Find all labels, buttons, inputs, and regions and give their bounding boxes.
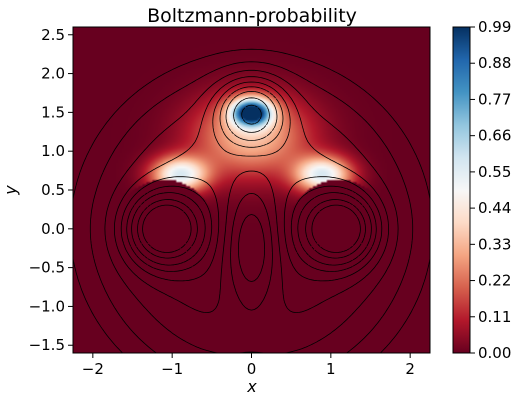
x-tick-label: −2 bbox=[82, 360, 104, 378]
y-tick-label: 2.0 bbox=[41, 65, 65, 83]
x-axis: −2 −1 0 1 2 bbox=[82, 353, 415, 378]
y-tick-label: 2.5 bbox=[41, 26, 65, 44]
y-tick-label: 0.5 bbox=[41, 181, 65, 199]
x-tick-label: 1 bbox=[326, 360, 336, 378]
colorbar-tick-label: 0.66 bbox=[478, 127, 511, 145]
y-tick-label: 0.0 bbox=[41, 220, 65, 238]
x-tick-label: −1 bbox=[161, 360, 183, 378]
colorbar-tick-label: 0.11 bbox=[478, 308, 511, 326]
x-tick-label: 0 bbox=[247, 360, 257, 378]
x-axis-label: x bbox=[246, 377, 257, 396]
y-tick-label: 1.5 bbox=[41, 103, 65, 121]
colorbar-ticks: 0.00 0.11 0.22 0.33 0.44 0.55 0.66 0.77 0.88 0.99 bbox=[470, 18, 511, 362]
y-tick-label: 1.0 bbox=[41, 142, 65, 160]
y-axis-label: y bbox=[1, 185, 20, 196]
colorbar-tick-label: 0.88 bbox=[478, 54, 511, 72]
heatmap-plot bbox=[73, 27, 430, 353]
colorbar-tick-label: 0.44 bbox=[478, 199, 511, 217]
heatmap-image bbox=[73, 27, 430, 353]
colorbar-tick-label: 0.55 bbox=[478, 163, 511, 181]
x-tick-label: 2 bbox=[405, 360, 415, 378]
colorbar-gradient bbox=[453, 27, 470, 353]
colorbar-tick-label: 0.33 bbox=[478, 235, 511, 253]
y-tick-label: −1.0 bbox=[29, 297, 65, 315]
colorbar-tick-label: 0.00 bbox=[478, 344, 511, 362]
colorbar-tick-label: 0.77 bbox=[478, 90, 511, 108]
chart-title: Boltzmann-probability bbox=[147, 5, 357, 27]
y-tick-label: −0.5 bbox=[29, 259, 65, 277]
colorbar-tick-label: 0.99 bbox=[478, 18, 511, 36]
colorbar-tick-label: 0.22 bbox=[478, 272, 511, 290]
colorbar: 0.00 0.11 0.22 0.33 0.44 0.55 0.66 0.77 0.88 0.99 bbox=[453, 18, 511, 362]
y-axis: −1.5 −1.0 −0.5 0.0 0.5 1.0 1.5 2.0 2.5 bbox=[29, 26, 73, 354]
y-tick-label: −1.5 bbox=[29, 336, 65, 354]
